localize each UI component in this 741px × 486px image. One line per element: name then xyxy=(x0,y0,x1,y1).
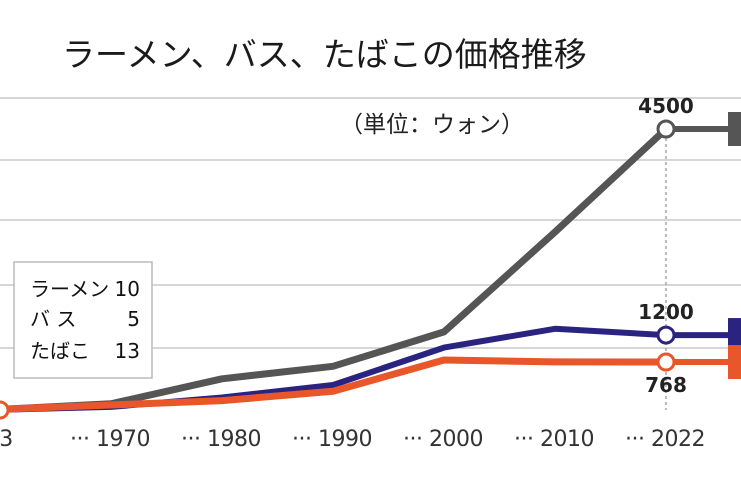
x-tick-4: ··· 2000 xyxy=(403,427,483,452)
chart-title: ラーメン、バス、たばこの価格推移 xyxy=(62,35,587,74)
x-tick-5: ··· 2010 xyxy=(514,427,594,452)
legend-value-ramen: 10 xyxy=(115,277,140,301)
x-tick-3: ··· 1990 xyxy=(292,427,372,452)
legend-box: ラーメン 10 バ ス 5 たばこ 13 xyxy=(13,261,153,379)
data-label-ramen: 4500 xyxy=(638,94,694,118)
x-axis-ticks: 3 ··· 1970 ··· 1980 ··· 1990 ··· 2000 ··· 201… xyxy=(0,427,705,452)
x-tick-6: ··· 2022 xyxy=(625,427,705,452)
x-tick-0: 3 xyxy=(0,427,13,452)
legend-label-bus: バ ス xyxy=(30,307,76,331)
legend-label-ramen: ラーメン xyxy=(30,277,109,301)
x-tick-2: ··· 1980 xyxy=(181,427,261,452)
end-point-ramen xyxy=(656,119,676,139)
end-marker-ramen xyxy=(728,112,741,146)
series-layer: 4500 1200 768 xyxy=(0,94,741,420)
legend-frame xyxy=(13,261,153,379)
end-marker-bus xyxy=(728,318,741,353)
end-point-bus xyxy=(656,325,676,345)
start-point xyxy=(0,400,10,420)
legend-value-tobacco: 13 xyxy=(115,339,140,363)
legend-value-bus: 5 xyxy=(127,307,140,331)
series-line-tobacco xyxy=(0,356,670,413)
end-marker-tobacco xyxy=(728,345,741,380)
x-tick-1: ··· 1970 xyxy=(70,427,150,452)
data-label-bus: 1200 xyxy=(638,300,694,324)
legend-label-tobacco: たばこ xyxy=(30,339,90,363)
end-point-tobacco xyxy=(656,352,676,372)
data-label-tobacco: 768 xyxy=(645,373,687,397)
unit-note: （単位：ウォン） xyxy=(340,112,524,138)
